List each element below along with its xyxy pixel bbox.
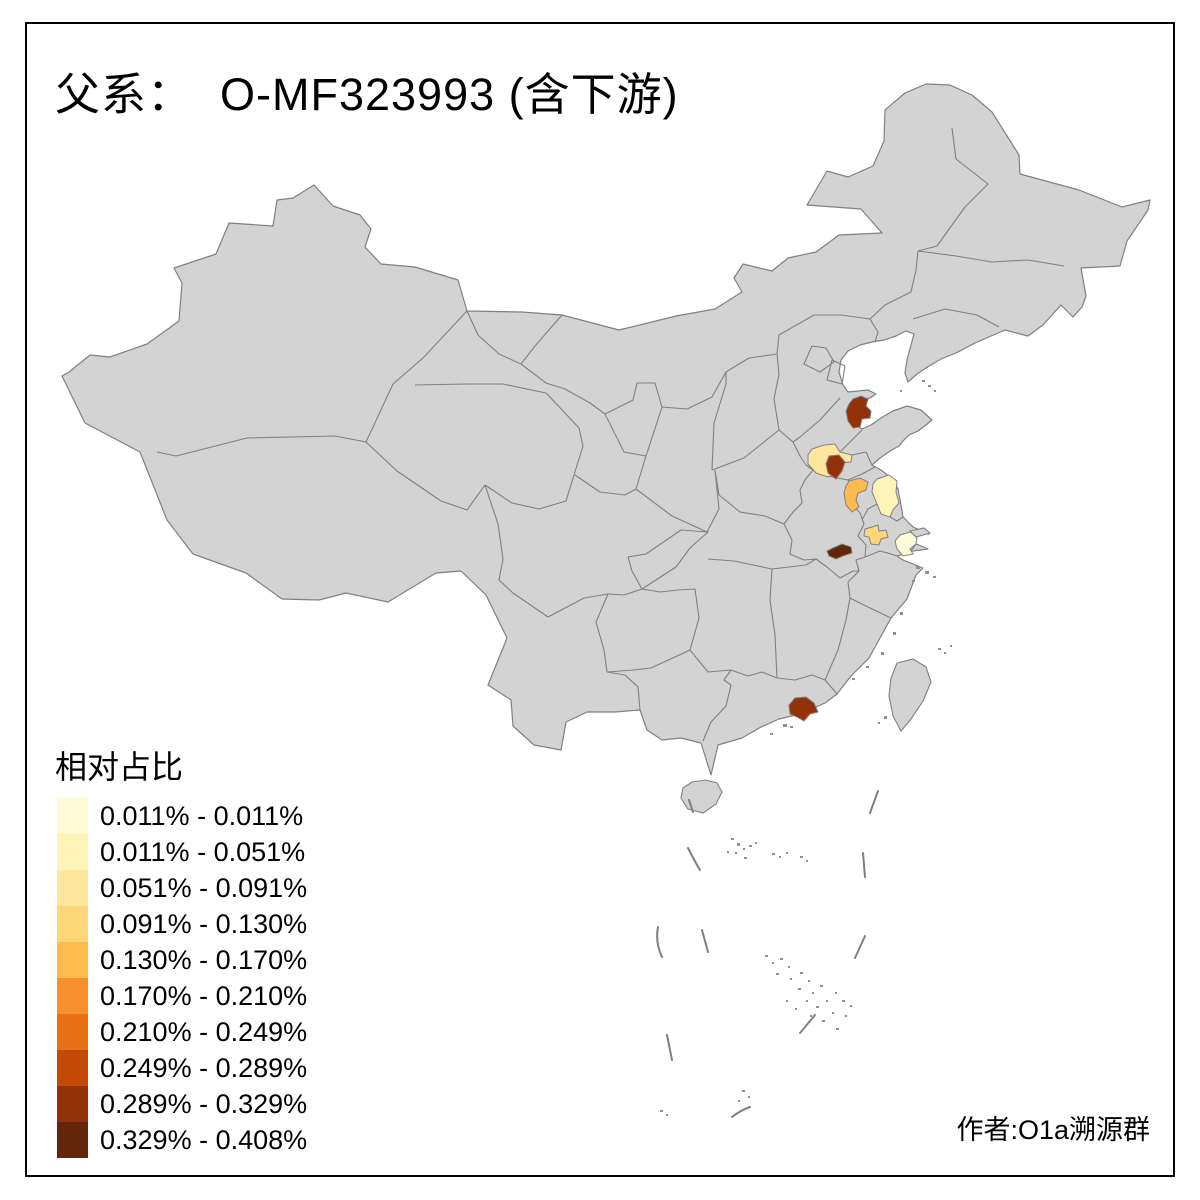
legend-swatch (57, 942, 88, 978)
attribution-text: 作者:O1a溯源群 (956, 1115, 1150, 1145)
legend-swatch (57, 798, 88, 834)
legend-label: 0.170% - 0.210% (100, 980, 308, 1011)
legend-row: 0.249% - 0.289% (57, 1050, 307, 1086)
legend-swatch (57, 906, 88, 942)
legend-row: 0.289% - 0.329% (57, 1086, 307, 1122)
islands (680, 527, 932, 814)
region-9 (788, 696, 819, 722)
legend-label: 0.249% - 0.289% (100, 1052, 308, 1083)
legend-row: 0.329% - 0.408% (57, 1122, 307, 1158)
legend-row: 0.130% - 0.170% (57, 942, 307, 978)
island-specks (660, 380, 952, 1116)
legend-row: 0.091% - 0.130% (57, 906, 307, 942)
legend-title: 相对占比 (55, 749, 184, 785)
legend-label: 0.011% - 0.011% (100, 800, 304, 831)
highlighted-regions (788, 395, 918, 722)
legend-swatch (57, 1086, 88, 1122)
legend-label: 0.091% - 0.130% (100, 908, 308, 939)
region-1 (845, 395, 872, 429)
legend-label: 0.011% - 0.051% (100, 836, 306, 867)
region-8 (826, 543, 853, 560)
legend-swatch (57, 1050, 88, 1086)
legend: 0.011% - 0.011% 0.011% - 0.051% 0.051% - 0… (57, 798, 307, 1158)
legend-label: 0.130% - 0.170% (100, 944, 308, 975)
region-4 (843, 477, 869, 513)
legend-swatch (57, 834, 88, 870)
province-borders (156, 127, 1065, 742)
region-6 (863, 524, 889, 546)
region-3 (825, 454, 846, 480)
legend-swatch (57, 870, 88, 906)
legend-label: 0.289% - 0.329% (100, 1088, 308, 1119)
mainland-landmass (61, 83, 1151, 776)
hainan-island (680, 779, 723, 814)
legend-row: 0.011% - 0.011% (57, 798, 307, 834)
legend-label: 0.051% - 0.091% (100, 872, 308, 903)
legend-swatch (57, 978, 88, 1014)
region-5 (871, 474, 900, 518)
legend-row: 0.210% - 0.249% (57, 1014, 307, 1050)
legend-label: 0.329% - 0.408% (100, 1124, 308, 1155)
taiwan-island (888, 658, 932, 732)
sea-dashed-boundary (656, 790, 879, 1118)
legend-row: 0.170% - 0.210% (57, 978, 307, 1014)
legend-row: 0.011% - 0.051% (57, 834, 307, 870)
legend-label: 0.210% - 0.249% (100, 1016, 308, 1047)
legend-swatch (57, 1122, 88, 1158)
page-title: 父系： O-MF323993 (含下游) (55, 69, 679, 120)
legend-row: 0.051% - 0.091% (57, 870, 307, 906)
chongming-island (908, 527, 932, 538)
legend-swatch (57, 1014, 88, 1050)
